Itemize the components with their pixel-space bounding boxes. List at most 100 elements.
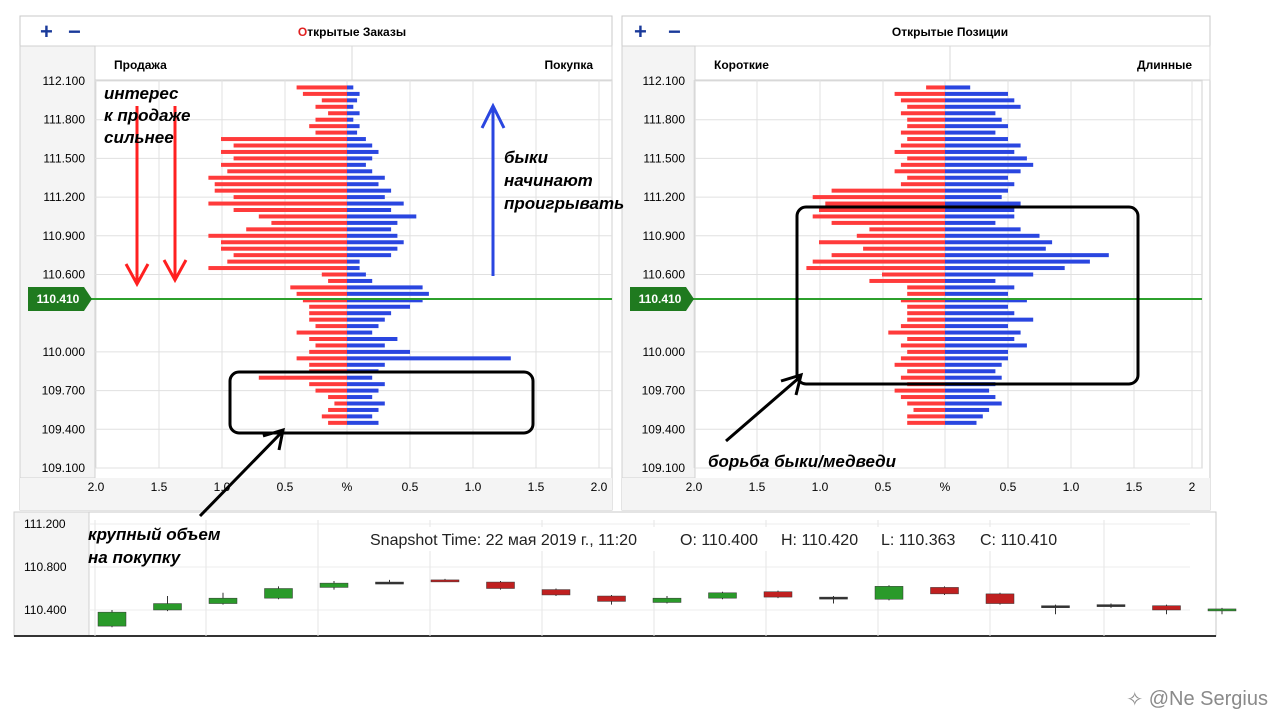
x-tick-label: 2.0: [88, 480, 105, 494]
y-tick-label: 111.800: [643, 113, 685, 127]
long-bar: [945, 182, 1015, 187]
y-tick-label: 109.400: [642, 422, 686, 436]
large-buy-highlight-box: [228, 370, 535, 435]
sell-bar: [233, 253, 347, 258]
long-bar: [945, 395, 996, 400]
y-tick-label: 109.400: [42, 422, 86, 436]
sell-bar: [258, 214, 347, 219]
y-tick-label: 111.200: [643, 190, 685, 204]
short-bar: [825, 201, 945, 206]
y-tick-label: 110.600: [43, 268, 86, 282]
sell-bar: [309, 311, 347, 316]
candle-body: [375, 581, 404, 585]
candle-body: [597, 595, 626, 602]
x-tick-label: 1.5: [1126, 480, 1143, 494]
sell-bar: [328, 111, 347, 116]
candle-body: [1096, 604, 1126, 607]
candle-y-tick-label: 111.200: [24, 517, 66, 531]
long-bar: [945, 208, 1015, 212]
sell-bar: [328, 420, 347, 425]
sell-bar: [221, 162, 347, 167]
short-bar: [856, 233, 945, 238]
y-tick-label: 109.700: [42, 384, 86, 398]
sell-bar: [315, 343, 347, 348]
positions-short-label: Короткие: [714, 58, 769, 72]
candle-body: [264, 588, 293, 599]
long-bar: [945, 149, 1015, 154]
buy-bar: [347, 201, 404, 206]
sell-bar: [233, 143, 347, 148]
short-bar: [900, 182, 945, 187]
short-bar: [869, 278, 945, 283]
short-bar: [900, 298, 945, 303]
orders-buy-label: Покупка: [544, 58, 593, 72]
long-bar: [945, 337, 1015, 341]
sell-bar: [221, 246, 347, 251]
buy-bar: [347, 156, 373, 161]
long-bar: [945, 143, 1021, 148]
buy-bar: [347, 188, 392, 193]
y-tick-label: 110.000: [43, 345, 86, 359]
buy-bar: [347, 311, 392, 316]
sell-bar: [214, 182, 347, 187]
price-tag-shape: [28, 287, 92, 312]
annotation-bulls-losing: быки начинают проигрывать: [504, 148, 624, 213]
buy-bar: [347, 227, 392, 232]
current-price-tag: 110.410: [630, 287, 694, 312]
price-tag-shape: [630, 287, 694, 312]
buy-bar: [347, 175, 385, 180]
buy-bar: [347, 195, 385, 200]
long-bar: [945, 278, 996, 283]
sell-bar: [309, 124, 347, 129]
candle-body: [208, 597, 238, 604]
short-bar: [907, 304, 945, 309]
candle-body: [763, 591, 793, 598]
short-bar: [819, 240, 945, 245]
x-tick-label: 2: [1189, 480, 1196, 494]
sell-bar: [315, 117, 347, 122]
buy-bar: [347, 337, 398, 341]
buy-bar: [347, 246, 398, 251]
short-bar: [900, 143, 945, 148]
long-bar: [945, 220, 996, 225]
buy-bar: [347, 143, 373, 148]
watermark: ✧ @Ne Sergius: [1126, 687, 1268, 712]
sell-bar: [208, 175, 347, 180]
buy-bar: [347, 343, 385, 348]
x-tick-label: 1.0: [1063, 480, 1080, 494]
positions-zoom-in-button[interactable]: +: [634, 19, 647, 44]
orders-sell-label: Продажа: [114, 58, 167, 72]
current-price-label: 110.410: [37, 292, 80, 306]
long-bar: [945, 214, 1015, 219]
buy-bar: [347, 420, 379, 425]
long-bar: [945, 85, 971, 90]
buy-bar: [347, 124, 360, 129]
buy-bar: [347, 272, 366, 277]
y-tick-label: 109.700: [642, 384, 686, 398]
long-bar: [945, 130, 996, 135]
short-bar: [812, 259, 945, 264]
buy-bar: [347, 324, 379, 329]
short-bar: [907, 104, 945, 109]
sell-bar: [227, 169, 347, 174]
y-tick-label: 111.200: [43, 190, 85, 204]
orders-zoom-out-button[interactable]: −: [68, 19, 81, 44]
short-bar: [894, 388, 945, 393]
current-price-label: 110.410: [639, 292, 682, 306]
sell-bar: [309, 382, 347, 387]
sell-bar: [208, 233, 347, 238]
long-bar: [945, 362, 1002, 367]
sell-bar: [309, 337, 347, 341]
short-bar: [888, 330, 945, 335]
buy-bar: [347, 169, 373, 174]
long-bar: [945, 98, 1015, 103]
long-bar: [945, 175, 1008, 180]
buy-bar: [347, 214, 417, 219]
x-tick-label: %: [940, 480, 951, 494]
orders-zoom-in-button[interactable]: +: [40, 19, 53, 44]
buy-bar: [347, 85, 354, 90]
positions-zoom-out-button[interactable]: −: [668, 19, 681, 44]
sell-bar: [315, 130, 347, 135]
long-bar: [945, 162, 1034, 167]
long-bar: [945, 407, 990, 412]
